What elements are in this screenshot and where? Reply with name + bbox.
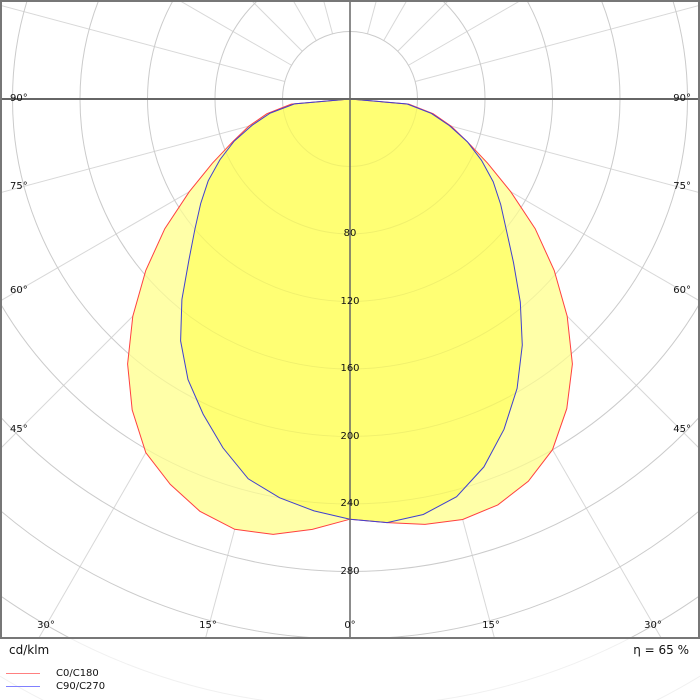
angle-tick-right-75: 75° <box>673 181 691 192</box>
legend-item-c90-c270: C90/C270 <box>6 680 105 693</box>
radial-tick-120: 120 <box>340 295 360 307</box>
legend: C0/C180 C90/C270 <box>6 667 105 693</box>
angle-tick-left-15: 15° <box>199 620 217 631</box>
angle-tick-right-45: 45° <box>673 424 691 435</box>
efficiency-label: η = 65 % <box>633 643 689 657</box>
angle-tick-left-75: 75° <box>10 181 28 192</box>
angle-tick-left-90: 90° <box>10 93 28 104</box>
legend-item-c0-c180: C0/C180 <box>6 667 105 680</box>
radial-tick-280: 280 <box>340 565 360 577</box>
angle-tick-0: 0° <box>344 620 356 631</box>
chart-axes <box>0 0 700 639</box>
radial-tick-200: 200 <box>340 430 360 442</box>
angle-tick-right-30: 30° <box>644 620 662 631</box>
radial-tick-240: 240 <box>340 498 360 509</box>
unit-label: cd/klm <box>9 643 50 657</box>
legend-label: C0/C180 <box>56 668 99 679</box>
angle-tick-left-45: 45° <box>10 424 28 435</box>
angle-tick-right-60: 60° <box>673 285 691 296</box>
radial-tick-160: 160 <box>340 363 360 374</box>
angle-tick-right-15: 15° <box>482 620 500 631</box>
angle-tick-left-60: 60° <box>10 285 28 296</box>
angle-tick-right-90: 90° <box>673 93 691 104</box>
legend-label: C90/C270 <box>56 681 106 692</box>
legend-swatch-red <box>6 673 40 674</box>
legend-swatch-blue <box>6 686 40 687</box>
curve-fill-1 <box>180 99 523 523</box>
radial-tick-80: 80 <box>343 228 357 239</box>
angle-tick-left-30: 30° <box>37 620 55 631</box>
